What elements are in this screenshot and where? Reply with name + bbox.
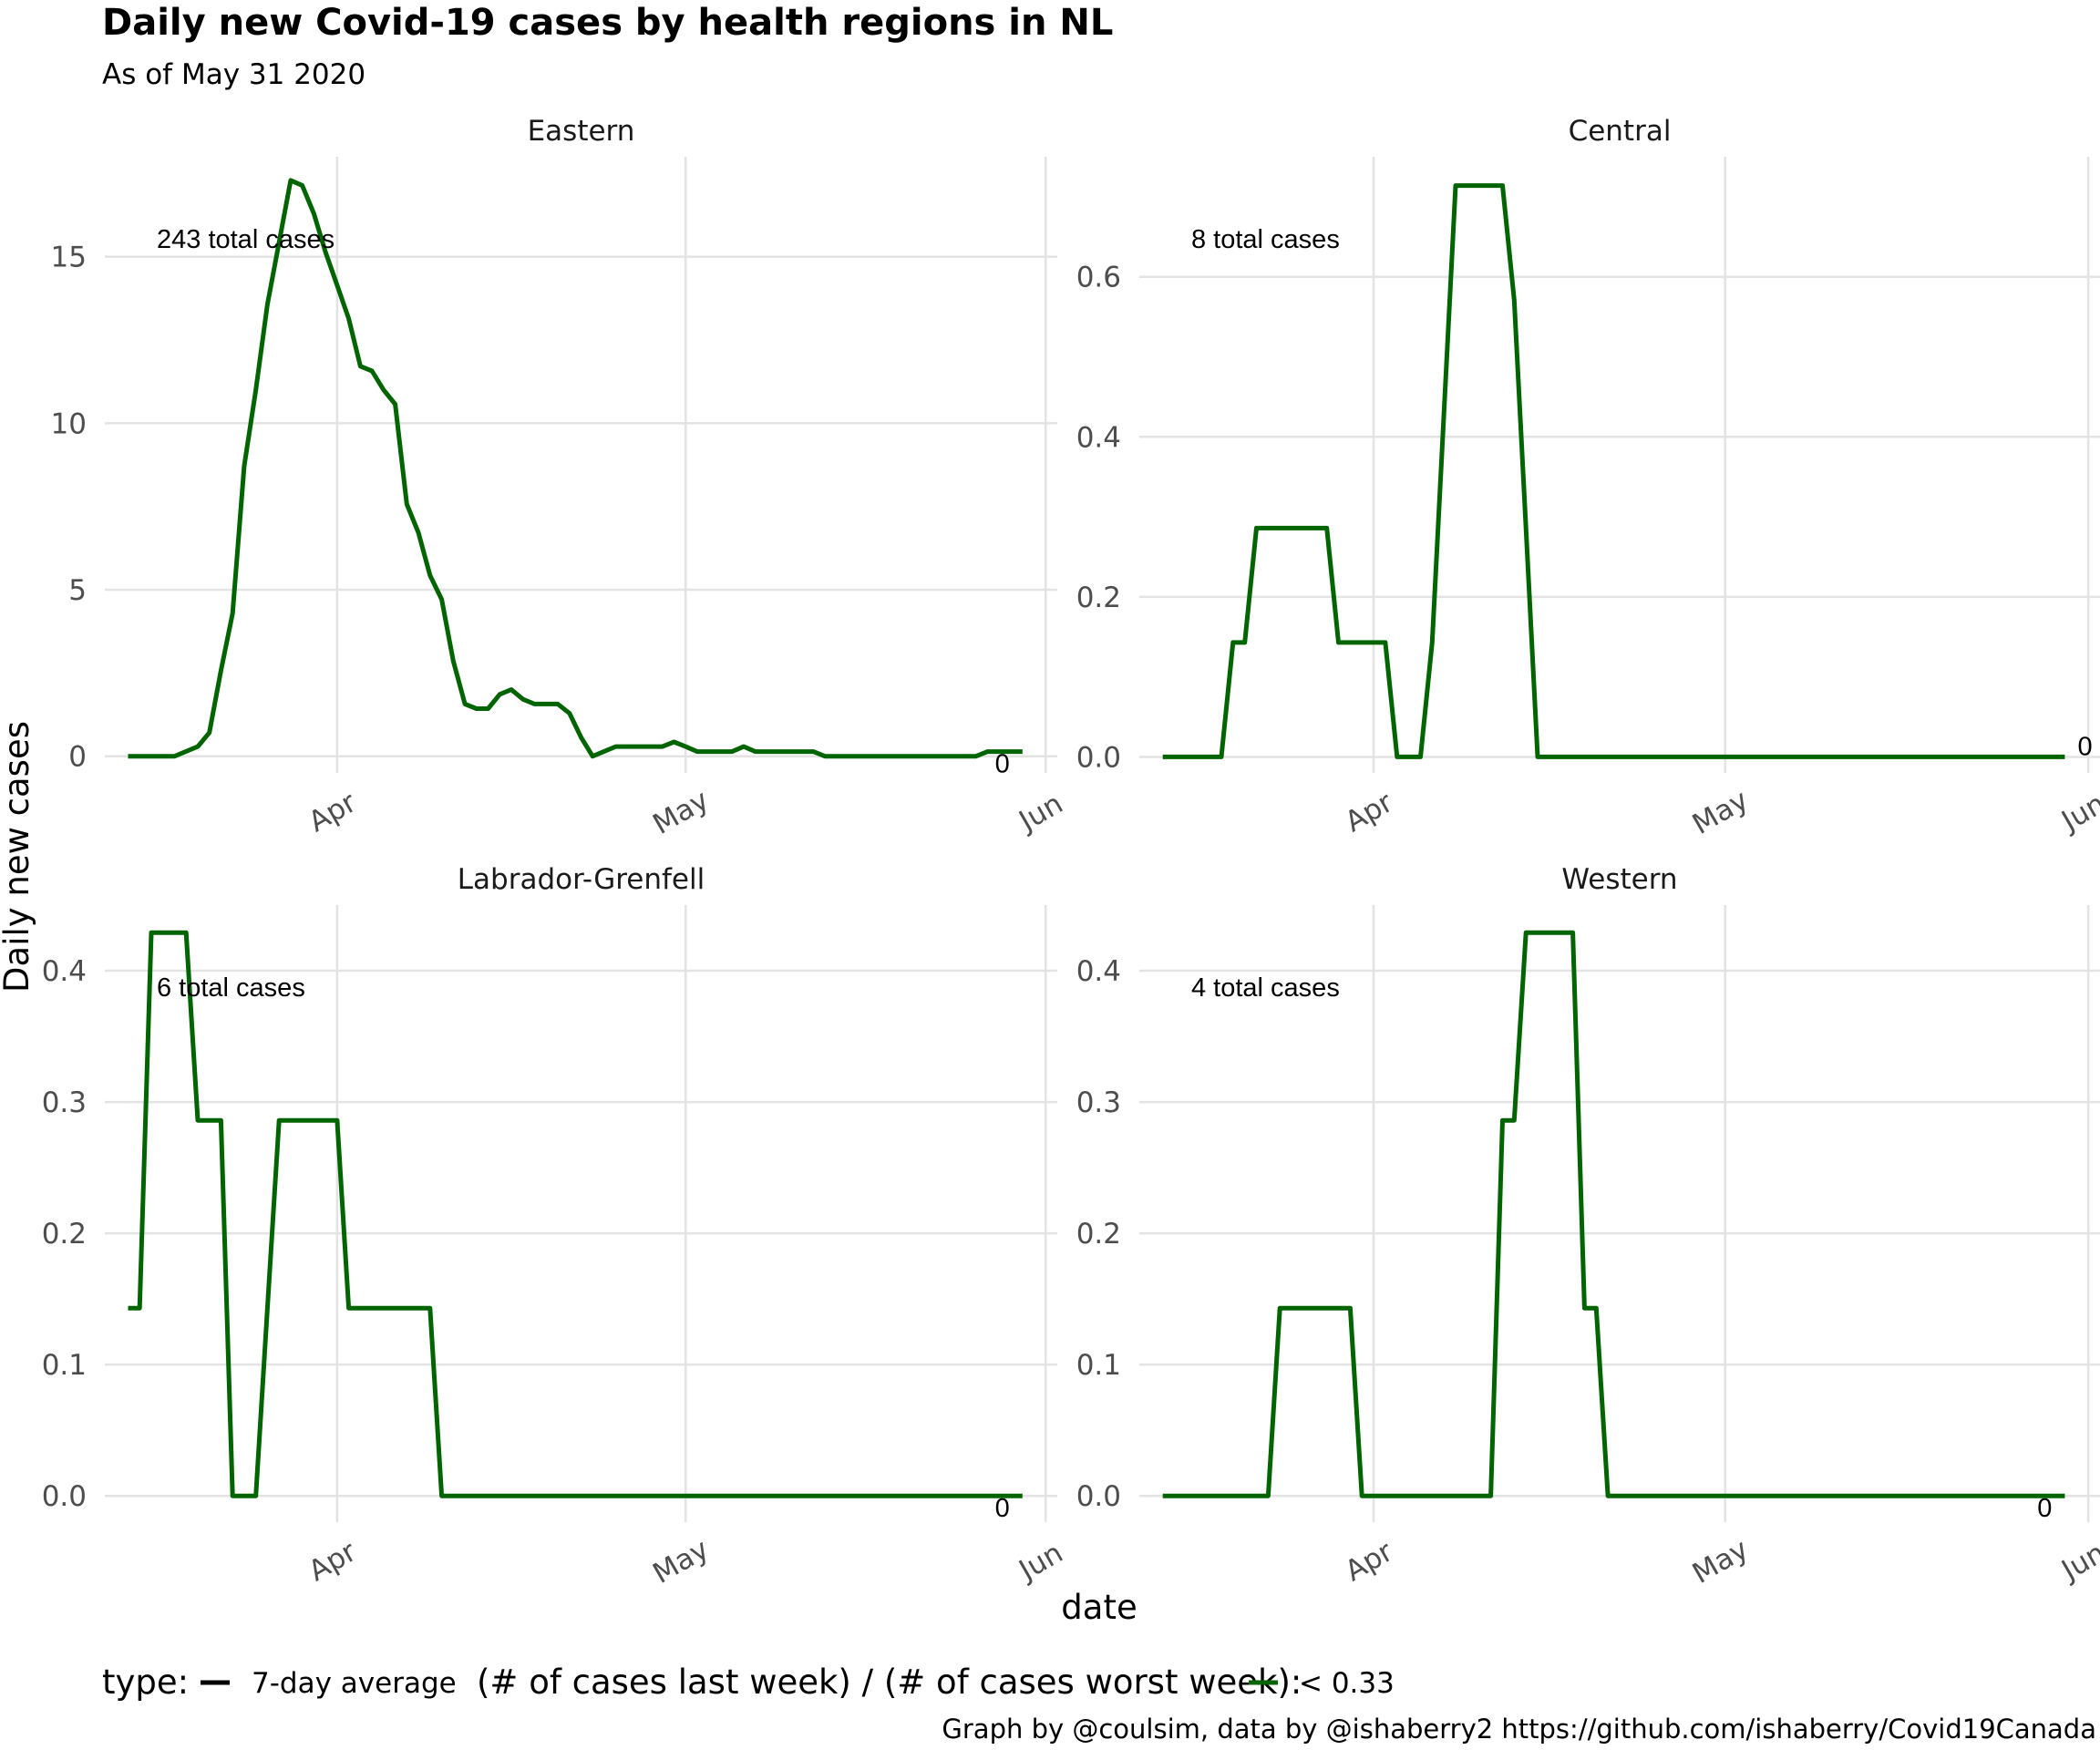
total-cases-annotation: 8 total cases <box>1191 225 1340 254</box>
y-tick-label: 15 <box>51 242 87 274</box>
y-tick-label: 0.4 <box>1076 955 1121 988</box>
legend: type: 7-day average (# of cases last wee… <box>102 1662 1395 1702</box>
panel-labrador-grenfell: Labrador-Grenfell 0.0 0.1 0.2 0.3 0.4 Apr May Ju… <box>42 863 1069 1590</box>
legend-type-title: type: <box>102 1662 189 1702</box>
panel-title: Central <box>1569 115 1672 148</box>
y-tick-label: 5 <box>68 574 87 607</box>
y-tick-label: 0.2 <box>42 1218 87 1251</box>
chart-caption: Graph by @coulsim, data by @ishaberry2 h… <box>942 1714 2096 1745</box>
panel-eastern: Eastern 0 5 10 15 Apr May Jun 243 total cases 0 <box>51 115 1069 841</box>
end-value-label: 0 <box>995 1494 1010 1523</box>
y-tick-label: 0.0 <box>42 1480 87 1513</box>
panel-title: Labrador-Grenfell <box>458 863 705 896</box>
y-tick-label: 0.2 <box>1076 582 1121 614</box>
series-line <box>128 930 1023 1498</box>
legend-type-label: 7-day average <box>252 1667 457 1700</box>
x-tick-label: May <box>1687 1533 1755 1590</box>
x-axis-title: date <box>1061 1588 1137 1627</box>
y-tick-label: 0.0 <box>1076 741 1121 774</box>
x-tick-label: Apr <box>1340 1535 1399 1588</box>
x-tick-label: Jun <box>1013 1537 1069 1588</box>
series-line <box>1162 183 2065 759</box>
y-tick-label: 0.1 <box>42 1349 87 1382</box>
legend-ratio-title: (# of cases last week) / (# of cases wor… <box>477 1662 1302 1702</box>
legend-ratio-label: < 0.33 <box>1299 1667 1395 1700</box>
panel-central: Central 0.0 0.2 0.4 0.6 Apr May Jun 8 total case… <box>1076 115 2100 841</box>
x-tick-label: Apr <box>304 786 363 839</box>
end-value-label: 0 <box>2037 1494 2052 1523</box>
panel-title: Western <box>1561 863 1677 896</box>
x-tick-label: Apr <box>304 1535 363 1588</box>
y-tick-label: 0.3 <box>1076 1086 1121 1119</box>
y-tick-label: 0.1 <box>1076 1349 1121 1382</box>
total-cases-annotation: 6 total cases <box>157 973 305 1003</box>
x-tick-label: Jun <box>2054 788 2100 839</box>
y-tick-label: 0.4 <box>1076 421 1121 454</box>
y-tick-label: 0 <box>68 741 87 774</box>
panel-title: Eastern <box>528 115 635 148</box>
end-value-label: 0 <box>995 750 1010 779</box>
y-tick-label: 0.3 <box>42 1086 87 1119</box>
y-axis-title: Daily new cases <box>0 721 36 993</box>
y-tick-label: 0.2 <box>1076 1218 1121 1251</box>
x-tick-label: Jun <box>2054 1537 2100 1588</box>
y-tick-label: 0.4 <box>42 955 87 988</box>
x-tick-label: May <box>647 1533 715 1590</box>
y-tick-label: 0.0 <box>1076 1480 1121 1513</box>
total-cases-annotation: 243 total cases <box>157 225 335 254</box>
end-value-label: 0 <box>2077 732 2092 761</box>
chart-subtitle: As of May 31 2020 <box>102 58 365 91</box>
y-tick-label: 0.6 <box>1076 262 1121 294</box>
series-line <box>1162 930 2065 1498</box>
x-tick-label: May <box>1687 784 1755 841</box>
chart-title: Daily new Covid-19 cases by health regio… <box>102 2 1113 44</box>
y-tick-label: 10 <box>51 407 87 440</box>
x-tick-label: May <box>647 784 715 841</box>
series-line <box>128 178 1023 759</box>
total-cases-annotation: 4 total cases <box>1191 973 1340 1003</box>
panel-western: Western 0.0 0.1 0.2 0.3 0.4 Apr May Jun 4 total c… <box>1076 863 2100 1590</box>
x-tick-label: Apr <box>1340 786 1399 839</box>
x-tick-label: Jun <box>1013 788 1069 839</box>
